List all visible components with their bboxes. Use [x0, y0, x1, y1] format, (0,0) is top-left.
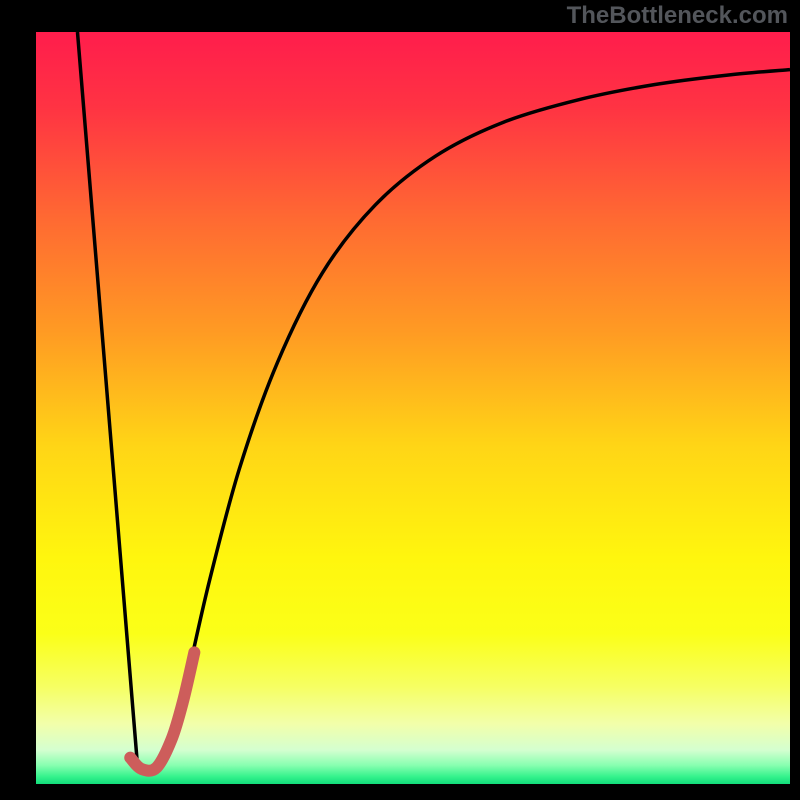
- plot-area: [36, 32, 790, 784]
- gradient-background: [36, 32, 790, 784]
- watermark-text: TheBottleneck.com: [567, 2, 788, 30]
- plot-svg: [36, 32, 790, 784]
- chart-container: TheBottleneck.com: [0, 0, 800, 800]
